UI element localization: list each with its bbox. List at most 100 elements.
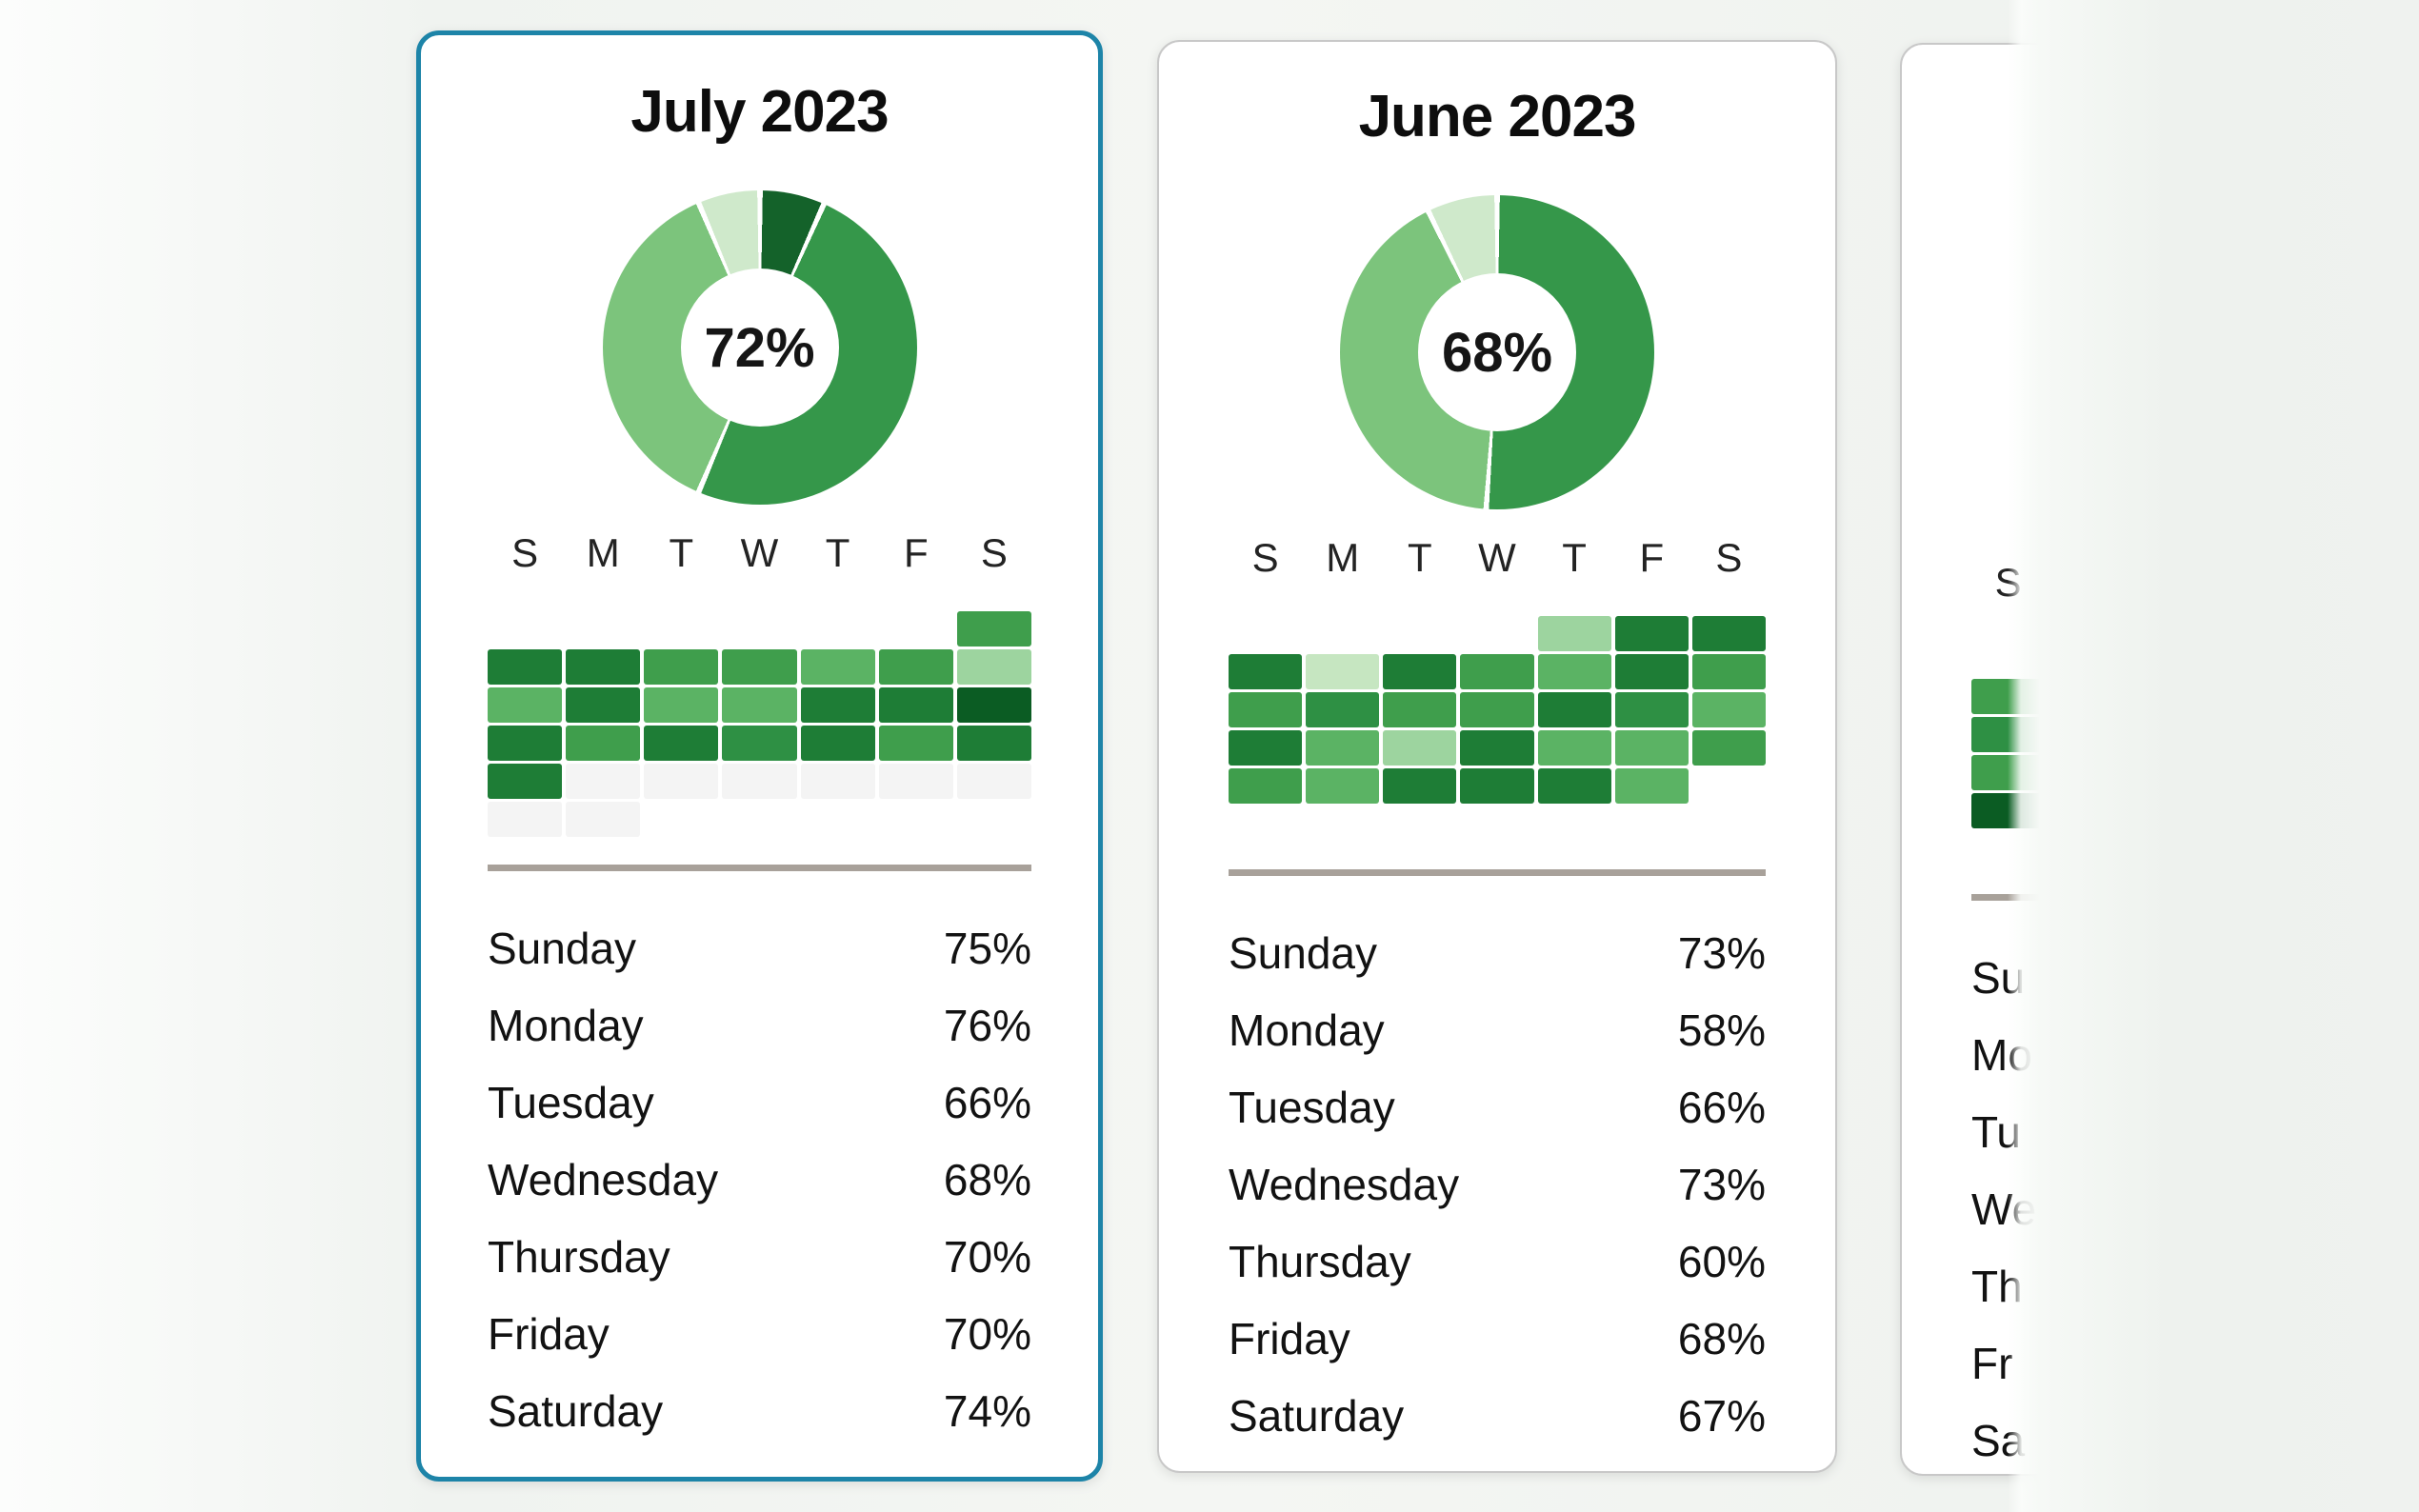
weekday-row: Saturday 67%	[1229, 1377, 1766, 1454]
month-card-july[interactable]: July 2023 72% S M T W T F S Sunday 75% Monday 76%…	[416, 30, 1103, 1482]
heatmap-cell	[956, 687, 1031, 723]
weekday-row: Tuesday 66%	[488, 1064, 1031, 1141]
weekday-row: We	[1971, 1170, 2419, 1247]
weekday-label: Tu	[1971, 1106, 2021, 1157]
weekday-value: 70%	[943, 1308, 1031, 1359]
weekday-label: Thursday	[1229, 1236, 1411, 1286]
heatmap-divider	[1229, 869, 1766, 876]
heatmap-cell	[644, 649, 719, 685]
heatmap-cell	[1229, 768, 1303, 804]
weekday-row: Tu	[1971, 1093, 2419, 1170]
heatmap-cell	[1383, 806, 1456, 842]
weekday-row: Sunday 75%	[488, 909, 1031, 986]
weekday-value: 74%	[943, 1385, 1031, 1436]
weekday-header: S	[1971, 561, 2419, 605]
heatmap-cell	[1537, 730, 1611, 766]
heatmap-cell	[1537, 692, 1611, 727]
donut-hole: 68%	[1418, 273, 1576, 431]
heatmap-cell	[566, 687, 641, 723]
heatmap-cell	[878, 687, 953, 723]
weekday-row: Sunday 73%	[1229, 914, 1766, 991]
heatmap-cell	[566, 649, 641, 685]
heatmap-cell	[2049, 679, 2122, 714]
weekday-letter: S	[1994, 560, 2022, 605]
heatmap-cell	[722, 802, 796, 837]
heatmap-cell	[722, 687, 797, 723]
heatmap-cell	[1614, 616, 1689, 651]
weekday-row: Monday 76%	[488, 986, 1031, 1064]
weekday-label: Th	[1971, 1261, 2023, 1311]
weekday-row: Th	[1971, 1247, 2419, 1324]
heatmap-cell	[566, 802, 641, 837]
donut-percent-label: 72%	[704, 316, 815, 379]
weekday-letter: W	[1478, 535, 1516, 580]
weekday-row: Fr	[1971, 1324, 2419, 1402]
heatmap-cell	[2126, 717, 2199, 752]
weekday-stats: Sunday 75% Monday 76% Tuesday 66% Wednesday 68%…	[488, 909, 1031, 1449]
heatmap-cell	[800, 726, 875, 761]
weekday-value: 66%	[943, 1077, 1031, 1127]
weekday-row: Thursday 70%	[488, 1218, 1031, 1295]
weekday-letter: S	[980, 530, 1008, 575]
heatmap-cell	[1691, 730, 1766, 766]
heatmap-cell	[957, 802, 1031, 837]
heatmap-divider	[1971, 894, 2419, 901]
heatmap-cell	[1460, 616, 1533, 651]
weekday-row: Sa	[1971, 1402, 2419, 1479]
heatmap-cell	[956, 764, 1031, 799]
heatmap-cell	[2126, 831, 2199, 866]
heatmap-cell	[1229, 692, 1303, 727]
heatmap-cell	[566, 611, 640, 647]
heatmap-cell	[956, 611, 1031, 647]
weekday-value: 73%	[1677, 927, 1766, 978]
heatmap-cell	[1229, 616, 1302, 651]
heatmap-cell	[2049, 717, 2122, 752]
heatmap-cell	[1692, 768, 1766, 804]
weekday-row: Saturday 74%	[488, 1372, 1031, 1449]
heatmap-cell	[1383, 616, 1456, 651]
month-card-june[interactable]: June 2023 68% S M T W T F S Sunday 73% Monday 58%…	[1157, 40, 1837, 1473]
heatmap-cell	[1971, 793, 2046, 828]
heatmap-cell	[1306, 768, 1380, 804]
heatmap-cell	[1971, 831, 2045, 866]
heatmap-cell	[2203, 717, 2276, 752]
spacer	[1971, 45, 2419, 534]
weekday-letter: W	[740, 530, 779, 575]
weekday-label: Monday	[1229, 1005, 1385, 1055]
month-card-partial[interactable]: S Su Mo Tu We Th Fr Sa	[1900, 43, 2419, 1476]
weekday-row: Mo	[1971, 1016, 2419, 1093]
heatmap-cell	[2126, 793, 2199, 828]
heatmap-cell	[1971, 755, 2046, 790]
heatmap-cell	[2358, 793, 2419, 828]
heatmap-cell	[2358, 641, 2419, 676]
heatmap-cell	[488, 611, 562, 647]
heatmap-cell	[1383, 730, 1457, 766]
heatmap-cell	[878, 649, 953, 685]
weekday-value: 75%	[943, 923, 1031, 973]
weekday-stats: Su Mo Tu We Th Fr Sa	[1971, 939, 2419, 1479]
weekday-value: 76%	[943, 1000, 1031, 1050]
heatmap-cell	[1383, 768, 1457, 804]
heatmap-cell	[722, 649, 797, 685]
weekday-value: 68%	[943, 1154, 1031, 1204]
weekday-label: Friday	[1229, 1313, 1350, 1363]
heatmap-cell	[1614, 730, 1689, 766]
heatmap-cell	[2358, 831, 2419, 866]
heatmap-cell	[1691, 654, 1766, 689]
heatmap-cell	[1229, 730, 1303, 766]
heatmap-cell	[878, 764, 953, 799]
heatmap-cell	[801, 802, 875, 837]
heatmap-cell	[2281, 831, 2354, 866]
heatmap-cell	[2126, 641, 2199, 676]
heatmap-cell	[1692, 806, 1766, 842]
heatmap-cell	[566, 764, 641, 799]
heatmap-cell	[2203, 641, 2276, 676]
heatmap-cell	[1306, 730, 1380, 766]
heatmap-cell	[722, 764, 797, 799]
weekday-value: 73%	[1677, 1159, 1766, 1209]
heatmap-cell	[1383, 692, 1457, 727]
weekday-value: 60%	[1677, 1236, 1766, 1286]
donut-percent-label: 68%	[1441, 321, 1553, 384]
